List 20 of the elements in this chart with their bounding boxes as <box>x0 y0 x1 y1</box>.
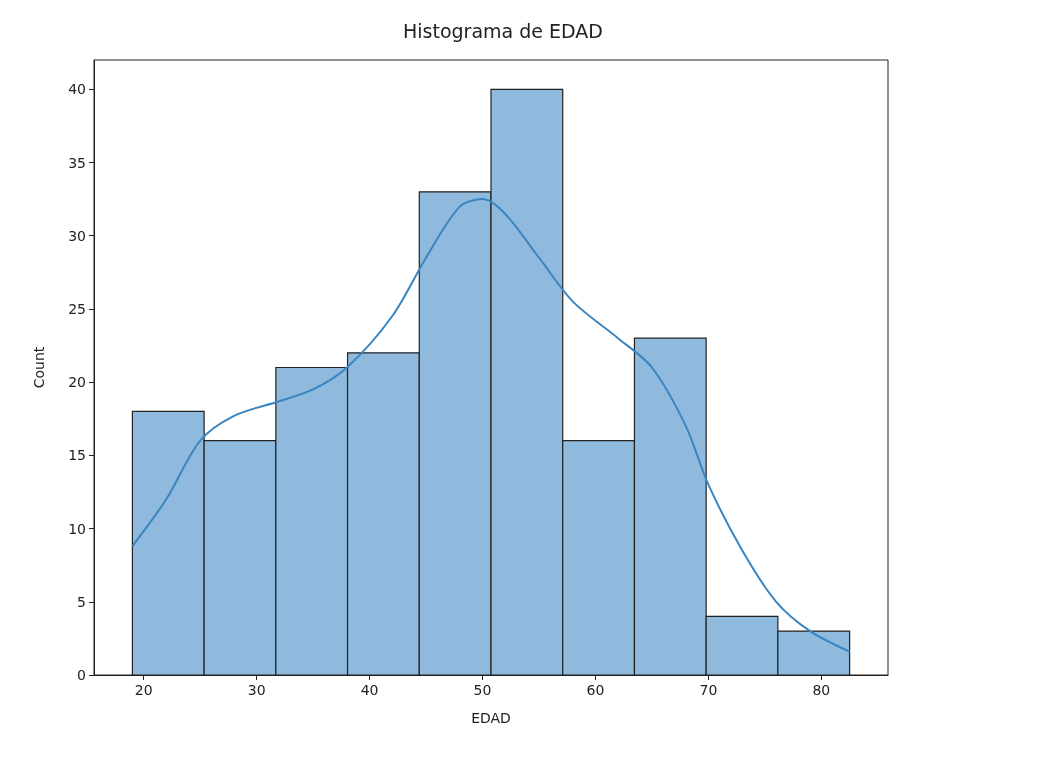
y-tick-label: 35 <box>68 154 86 171</box>
x-tick-label: 60 <box>586 682 605 698</box>
chart-title: Histograma de EDAD <box>403 19 603 42</box>
y-tick-label: 30 <box>68 227 86 244</box>
x-tick-label: 80 <box>812 682 831 698</box>
x-tick-label: 30 <box>247 682 266 698</box>
x-tick-label: 40 <box>360 682 379 698</box>
x-tick-label: 70 <box>699 682 718 698</box>
y-tick-label: 0 <box>77 667 86 683</box>
y-tick-label: 5 <box>77 593 86 610</box>
y-tick-label: 20 <box>68 374 86 391</box>
y-tick-label: 40 <box>68 81 86 98</box>
y-tick-label: 15 <box>68 447 86 464</box>
x-tick-label: 20 <box>134 682 153 698</box>
y-axis-title: Count <box>31 346 47 389</box>
y-tick-label: 10 <box>68 520 86 537</box>
x-axis-title: EDAD <box>471 710 511 726</box>
line-series <box>131 198 851 653</box>
x-tick-label: 50 <box>473 682 492 698</box>
y-tick-label: 25 <box>68 300 86 317</box>
